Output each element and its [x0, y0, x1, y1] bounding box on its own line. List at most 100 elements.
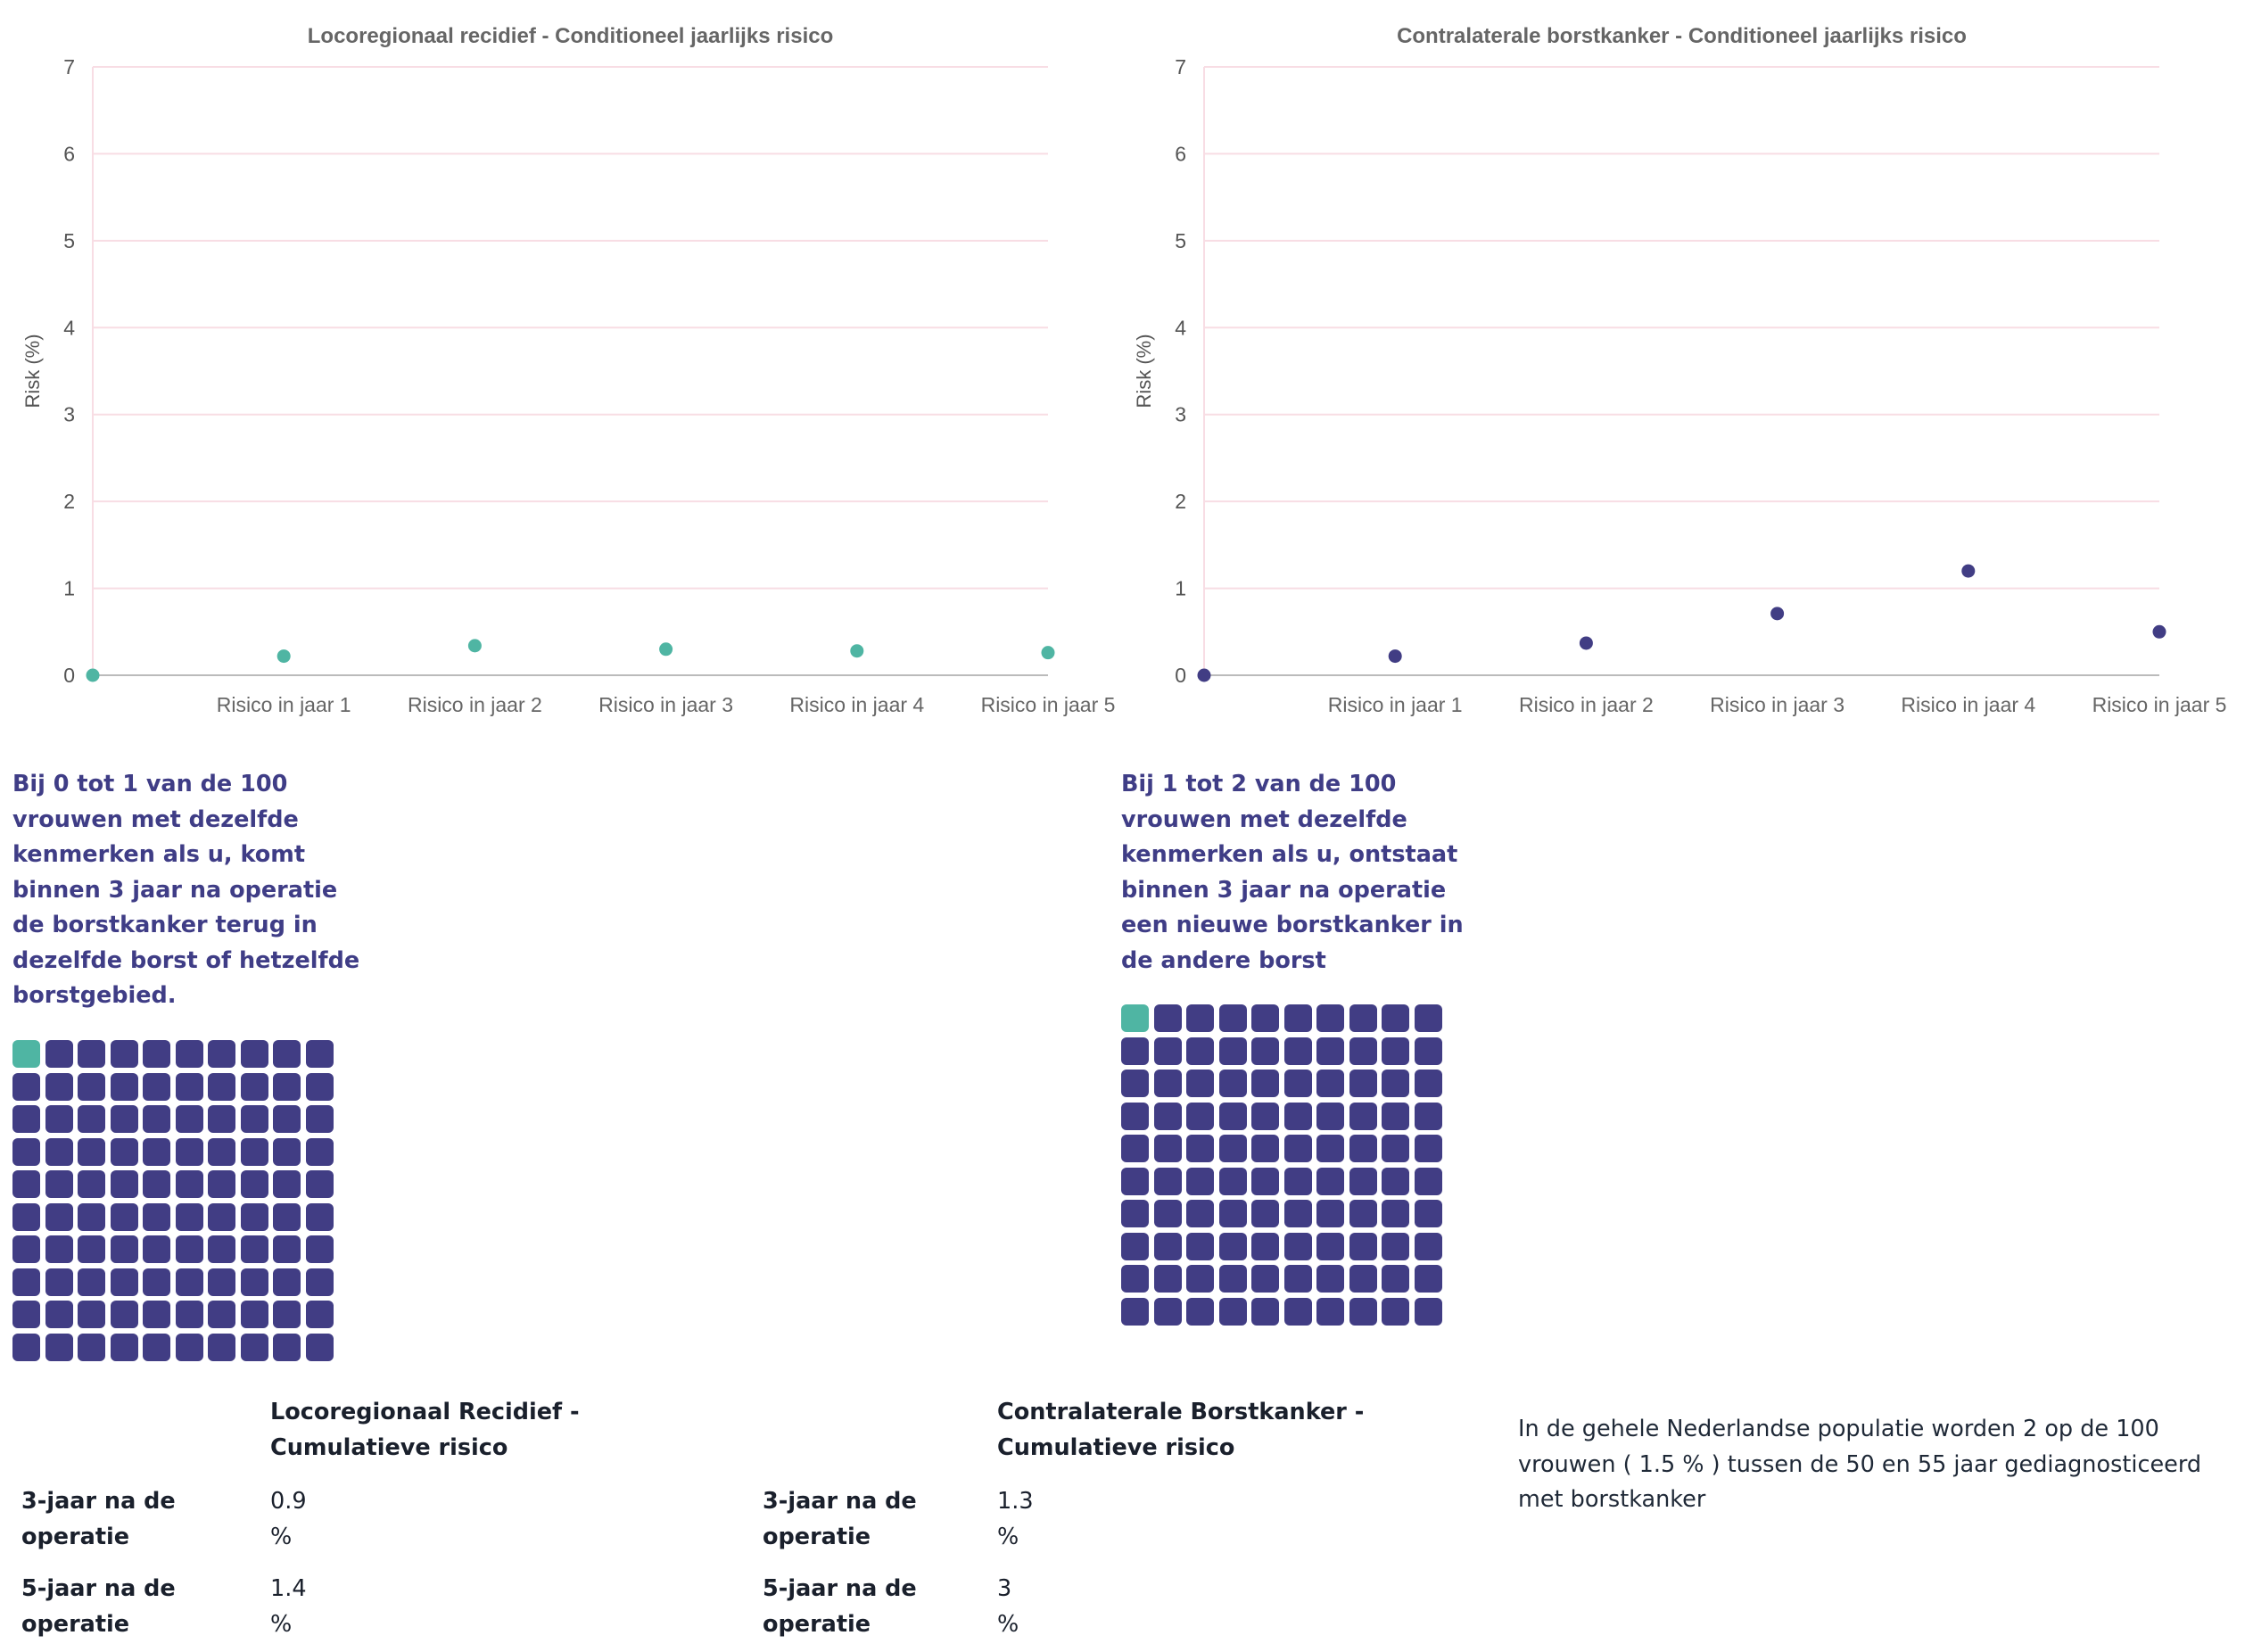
unaffected-woman-icon: [1382, 1297, 1409, 1326]
data-point: [1197, 668, 1211, 682]
unaffected-woman-icon: [1349, 1004, 1377, 1032]
x-tick-label: Risico in jaar 3: [598, 693, 733, 716]
chart-title: Locoregionaal recidief - Conditioneel ja…: [308, 24, 834, 48]
unaffected-woman-icon: [1218, 1265, 1247, 1293]
chart-title: Contralaterale borstkanker - Conditionee…: [1397, 24, 1967, 48]
unaffected-woman-icon: [1349, 1265, 1377, 1293]
unaffected-woman-icon: [1251, 1004, 1279, 1032]
unaffected-woman-icon: [45, 1202, 73, 1231]
unaffected-woman-icon: [175, 1072, 203, 1101]
unaffected-woman-icon: [1414, 1200, 1442, 1227]
unaffected-woman-icon: [1283, 1232, 1312, 1260]
data-point: [276, 649, 291, 664]
unaffected-woman-icon: [1316, 1070, 1344, 1097]
unaffected-woman-icon: [1218, 1200, 1247, 1227]
unaffected-woman-icon: [1414, 1167, 1442, 1195]
data-point: [1961, 564, 1976, 578]
data-point: [1041, 646, 1055, 660]
y-tick-label: 7: [63, 55, 75, 78]
unaffected-woman-icon: [240, 1105, 268, 1133]
unaffected-woman-icon: [1349, 1102, 1377, 1130]
unaffected-woman-icon: [175, 1235, 203, 1263]
data-point: [2152, 624, 2166, 639]
unaffected-woman-icon: [1349, 1297, 1377, 1326]
unaffected-woman-icon: [1382, 1004, 1409, 1032]
unaffected-woman-icon: [1121, 1167, 1149, 1195]
unaffected-woman-icon: [143, 1137, 170, 1166]
unaffected-woman-icon: [305, 1137, 334, 1166]
unaffected-woman-icon: [1283, 1200, 1312, 1227]
locoregional-risk-chart: Locoregionaal recidief - Conditioneel ja…: [21, 24, 1116, 716]
unaffected-woman-icon: [1218, 1297, 1247, 1326]
unaffected-woman-icon: [78, 1137, 105, 1166]
unaffected-woman-icon: [175, 1137, 203, 1166]
unaffected-woman-icon: [1121, 1037, 1149, 1065]
unaffected-woman-icon: [273, 1170, 301, 1198]
unaffected-woman-icon: [1414, 1004, 1442, 1032]
unaffected-woman-icon: [175, 1301, 203, 1328]
x-tick-label: Risico in jaar 5: [981, 693, 1116, 716]
unaffected-woman-icon: [240, 1235, 268, 1263]
unaffected-woman-icon: [78, 1040, 105, 1068]
unaffected-woman-icon: [1186, 1232, 1214, 1260]
y-tick-label: 4: [63, 316, 75, 339]
unaffected-woman-icon: [273, 1202, 301, 1231]
x-tick-label: Risico in jaar 3: [1710, 693, 1844, 716]
unaffected-woman-icon: [110, 1137, 138, 1166]
unaffected-woman-icon: [273, 1268, 301, 1296]
unaffected-woman-icon: [1382, 1102, 1409, 1130]
unaffected-woman-icon: [12, 1072, 40, 1101]
unaffected-woman-icon: [45, 1040, 73, 1068]
unaffected-woman-icon: [78, 1170, 105, 1198]
unaffected-woman-icon: [1414, 1037, 1442, 1065]
unaffected-woman-icon: [110, 1301, 138, 1328]
unaffected-woman-icon: [1218, 1004, 1247, 1032]
unaffected-woman-icon: [240, 1333, 268, 1361]
y-tick-label: 4: [1175, 316, 1186, 339]
unaffected-woman-icon: [208, 1202, 235, 1231]
y-tick-label: 0: [1175, 664, 1186, 687]
unaffected-woman-icon: [1283, 1167, 1312, 1195]
unaffected-woman-icon: [45, 1105, 73, 1133]
unaffected-woman-icon: [1316, 1135, 1344, 1162]
unaffected-woman-icon: [1349, 1135, 1377, 1162]
unaffected-woman-icon: [45, 1137, 73, 1166]
unaffected-woman-icon: [78, 1105, 105, 1133]
unaffected-woman-icon: [273, 1072, 301, 1101]
unaffected-woman-icon: [240, 1301, 268, 1328]
unaffected-woman-icon: [208, 1170, 235, 1198]
unaffected-woman-icon: [305, 1072, 334, 1101]
unaffected-woman-icon: [12, 1268, 40, 1296]
unaffected-woman-icon: [110, 1040, 138, 1068]
unaffected-woman-icon: [45, 1072, 73, 1101]
unaffected-woman-icon: [240, 1072, 268, 1101]
unaffected-woman-icon: [1153, 1102, 1182, 1130]
unaffected-woman-icon: [1186, 1004, 1214, 1032]
unaffected-woman-icon: [305, 1202, 334, 1231]
unaffected-woman-icon: [78, 1333, 105, 1361]
unaffected-woman-icon: [1316, 1102, 1344, 1130]
unaffected-woman-icon: [240, 1202, 268, 1231]
unaffected-woman-icon: [12, 1137, 40, 1166]
unaffected-woman-icon: [1251, 1297, 1279, 1326]
unaffected-woman-icon: [1283, 1265, 1312, 1293]
unaffected-woman-icon: [208, 1301, 235, 1328]
unaffected-woman-icon: [208, 1040, 235, 1068]
unaffected-woman-icon: [305, 1333, 334, 1361]
unaffected-woman-icon: [1186, 1167, 1214, 1195]
unaffected-woman-icon: [12, 1301, 40, 1328]
unaffected-woman-icon: [1186, 1037, 1214, 1065]
unaffected-woman-icon: [1382, 1135, 1409, 1162]
unaffected-woman-icon: [273, 1235, 301, 1263]
unaffected-woman-icon: [1251, 1232, 1279, 1260]
x-tick-label: Risico in jaar 4: [1901, 693, 2035, 716]
unaffected-woman-icon: [143, 1333, 170, 1361]
unaffected-woman-icon: [1153, 1135, 1182, 1162]
unaffected-woman-icon: [1121, 1232, 1149, 1260]
unaffected-woman-icon: [208, 1268, 235, 1296]
unaffected-woman-icon: [1349, 1200, 1377, 1227]
unaffected-woman-icon: [240, 1268, 268, 1296]
unaffected-woman-icon: [175, 1040, 203, 1068]
unaffected-woman-icon: [175, 1268, 203, 1296]
unaffected-woman-icon: [1316, 1297, 1344, 1326]
